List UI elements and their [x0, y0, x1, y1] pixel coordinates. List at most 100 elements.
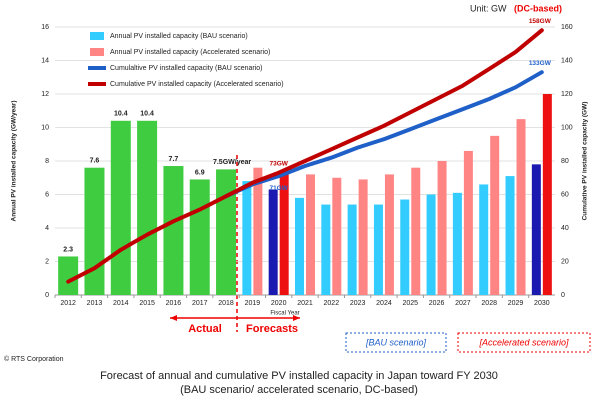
- bar: [332, 177, 342, 295]
- bar-value-label: 7.6: [90, 158, 100, 165]
- x-tick-label: 2017: [192, 300, 208, 307]
- line: [224, 70, 544, 199]
- x-tick-label: 2026: [429, 300, 445, 307]
- x-tick-label: 2014: [113, 300, 129, 307]
- bar: [216, 169, 237, 295]
- x-tick-label: 2016: [166, 300, 182, 307]
- y2-tick-label: 60: [561, 191, 569, 198]
- y-tick-label: 16: [41, 24, 49, 31]
- bar: [437, 161, 447, 295]
- x-tick-label: 2027: [455, 300, 471, 307]
- bar: [347, 204, 357, 295]
- y2-tick-label: 140: [561, 57, 573, 64]
- x-tick-label: 2021: [297, 300, 313, 307]
- bar: [373, 204, 383, 295]
- bar: [137, 120, 158, 295]
- bar: [295, 197, 304, 295]
- chart-title: Forecast of annual and cumulative PV ins…: [100, 370, 498, 382]
- accelerated-box: [457, 332, 591, 353]
- credit: © RTS Corporation: [4, 355, 64, 363]
- y2-tick-label: 160: [561, 24, 573, 31]
- legend-swatch: [90, 32, 104, 40]
- bar: [279, 172, 289, 295]
- bar: [306, 174, 315, 295]
- unit-basis: (DC-based): [514, 3, 562, 13]
- bar-value-label: 7.5GW/year: [213, 159, 251, 166]
- x-tick-label: 2029: [508, 300, 524, 307]
- y2-tick-label: 120: [561, 91, 573, 98]
- bar: [426, 194, 436, 295]
- bar: [253, 167, 263, 295]
- bar: [400, 199, 410, 295]
- y-tick-label: 6: [45, 191, 49, 198]
- x-tick-label: 2022: [324, 300, 340, 307]
- bar-value-label: 2.3: [63, 246, 73, 253]
- bau-box-label: [BAU scenario]: [365, 337, 427, 347]
- x-tick-label: 2018: [218, 300, 234, 307]
- y-axis-label: Annual PV installed capacity (GW/year): [11, 100, 18, 221]
- actual-label: Actual: [188, 323, 222, 335]
- bar: [531, 164, 541, 295]
- bar: [110, 120, 131, 295]
- bar: [505, 176, 515, 295]
- y-tick-label: 4: [45, 225, 49, 232]
- forecasts-label: Forecasts: [246, 323, 298, 335]
- y2-tick-label: 80: [561, 158, 569, 165]
- bar: [321, 204, 331, 295]
- line-value-label: 133GW: [529, 60, 552, 67]
- bar: [542, 94, 552, 295]
- y2-tick-label: 0: [561, 292, 565, 299]
- y-tick-label: 8: [45, 158, 49, 165]
- line-value-label: 71GW: [269, 185, 288, 192]
- bar: [452, 192, 462, 295]
- bar: [242, 181, 252, 295]
- y2-tick-label: 40: [561, 225, 569, 232]
- x-tick-label: 2028: [481, 300, 497, 307]
- bar: [358, 179, 368, 295]
- y2-tick-label: 100: [561, 124, 573, 131]
- y-tick-label: 12: [41, 91, 49, 98]
- x-tick-label: 2012: [60, 300, 76, 307]
- bar: [479, 184, 489, 295]
- line: [66, 28, 544, 284]
- y-tick-label: 14: [41, 57, 49, 64]
- bar: [516, 119, 526, 295]
- y2-axis-label: Cumulative PV installed capacity (GW): [582, 102, 589, 221]
- bar-value-label: 6.9: [195, 169, 205, 176]
- line-value-label: 158GW: [529, 18, 552, 25]
- legend-label: Cumulaltive PV installed capacity (BAU s…: [110, 65, 263, 72]
- line-value-label: 73GW: [269, 160, 288, 167]
- bar-value-label: 10.4: [140, 111, 154, 118]
- bar: [268, 189, 278, 295]
- bau-box: [345, 332, 447, 353]
- chart-subtitle: (BAU scenario/ accelerated scenario, DC-…: [180, 384, 418, 396]
- x-axis-label: Fiscal Year: [270, 311, 299, 317]
- legend-label: Annual PV installed capacity (BAU scenar…: [110, 33, 248, 40]
- y-tick-label: 0: [45, 292, 49, 299]
- legend-swatch: [90, 48, 104, 56]
- bar: [490, 135, 500, 295]
- x-tick-label: 2015: [139, 300, 155, 307]
- y-tick-label: 2: [45, 258, 49, 265]
- legend-label: Cumulative PV installed capacity (Accele…: [110, 81, 284, 88]
- bar-value-label: 10.4: [114, 111, 128, 118]
- bar-value-label: 7.7: [169, 156, 179, 163]
- unit-label: Unit: GW: [470, 3, 507, 13]
- x-tick-label: 2023: [350, 300, 366, 307]
- x-tick-label: 2013: [87, 300, 103, 307]
- y-tick-label: 10: [41, 124, 49, 131]
- x-tick-label: 2025: [402, 300, 418, 307]
- x-tick-label: 2020: [271, 300, 287, 307]
- accelerated-box-label: [Accelerated scenario]: [478, 337, 569, 347]
- bar: [58, 256, 79, 295]
- bar: [384, 174, 394, 295]
- x-tick-label: 2019: [245, 300, 261, 307]
- y2-tick-label: 20: [561, 258, 569, 265]
- x-tick-label: 2030: [534, 300, 550, 307]
- x-tick-label: 2024: [376, 300, 392, 307]
- bar: [463, 150, 473, 295]
- bar: [411, 167, 421, 295]
- bar: [163, 166, 184, 295]
- bar: [84, 167, 105, 295]
